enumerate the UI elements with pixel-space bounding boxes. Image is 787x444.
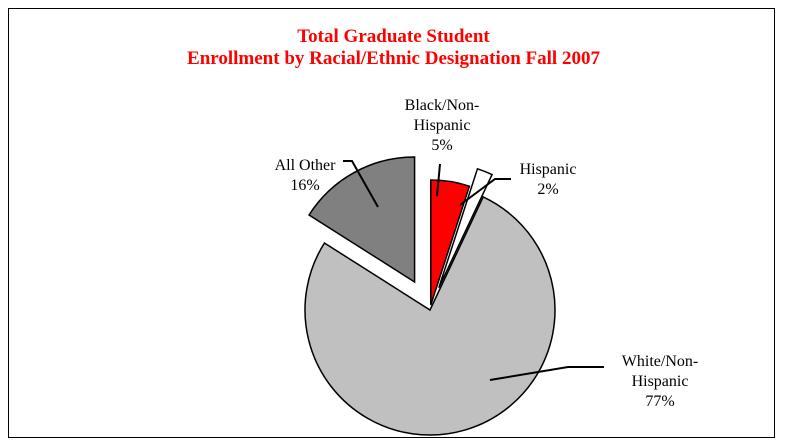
slice-label-black-line-2: Hispanic xyxy=(414,117,471,134)
pie-slice-white xyxy=(304,195,556,436)
pie-slice-hispanic xyxy=(438,167,494,289)
slice-label-black-line-1: Black/Non- xyxy=(405,97,480,114)
slice-label-other-line-2: 16% xyxy=(290,177,319,194)
slice-label-hispanic-line-2: 2% xyxy=(537,181,558,198)
leader-line-white xyxy=(489,366,604,381)
chart-title-line-1: Total Graduate Student xyxy=(297,26,490,47)
chart-title: Total Graduate Student Enrollment by Rac… xyxy=(0,26,787,70)
chart-title-line-2: Enrollment by Racial/Ethnic Designation … xyxy=(187,48,600,69)
slice-label-black: Black/Non- Hispanic 5% xyxy=(405,97,480,154)
slice-label-white-line-2: Hispanic xyxy=(632,373,689,390)
slice-label-other: All Other 16% xyxy=(275,157,337,194)
leader-line-hispanic xyxy=(459,178,511,206)
leader-line-other xyxy=(343,160,379,208)
slice-label-hispanic: Hispanic 2% xyxy=(520,161,577,198)
slice-label-white-line-3: 77% xyxy=(645,393,674,410)
slice-label-other-line-1: All Other xyxy=(275,157,337,174)
leader-line-black xyxy=(436,163,441,197)
slice-label-white-line-1: White/Non- xyxy=(622,353,698,370)
pie-slice-other xyxy=(308,156,416,284)
slice-label-white: White/Non- Hispanic 77% xyxy=(622,353,698,410)
slice-label-black-line-3: 5% xyxy=(431,137,452,154)
slice-label-hispanic-line-1: Hispanic xyxy=(520,161,577,178)
pie-slice-black xyxy=(430,179,471,306)
